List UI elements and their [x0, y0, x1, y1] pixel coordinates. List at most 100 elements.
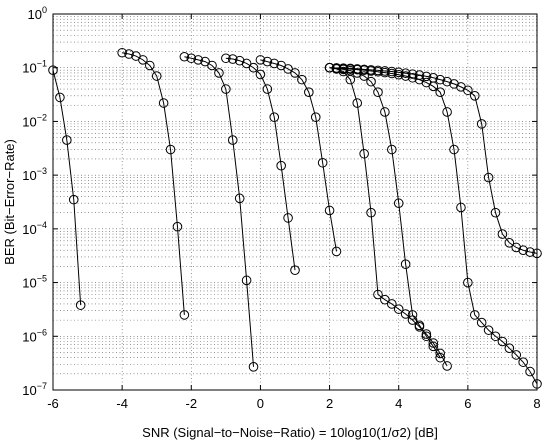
data-point	[463, 85, 473, 96]
data-point	[456, 202, 466, 213]
series-line	[122, 52, 185, 315]
data-point	[276, 160, 286, 171]
data-point	[428, 338, 439, 348]
data-point	[55, 92, 65, 103]
data-point	[442, 107, 452, 117]
data-point	[151, 71, 162, 81]
y-tick-label: 10−6	[22, 327, 47, 344]
data-point	[490, 331, 501, 342]
data-point	[290, 265, 300, 275]
data-point	[359, 71, 369, 81]
series-line	[52, 70, 82, 306]
data-point	[380, 107, 390, 117]
data-point	[407, 315, 418, 325]
x-tick-label: -2	[186, 396, 198, 411]
data-point	[449, 144, 459, 155]
x-tick-label: -4	[116, 396, 128, 411]
y-tick-label: 10−1	[22, 59, 47, 76]
x-tick-label: 4	[395, 396, 402, 411]
x-tick-label: -6	[47, 396, 59, 411]
data-point	[359, 148, 369, 159]
data-point	[366, 76, 376, 87]
series-line	[329, 67, 538, 254]
data-point	[269, 112, 280, 122]
x-tick-label: 0	[257, 396, 264, 411]
series-line	[260, 59, 337, 252]
data-point	[393, 198, 404, 209]
data-point	[435, 74, 446, 85]
data-point	[158, 98, 169, 108]
data-point	[476, 317, 487, 328]
data-point	[497, 336, 508, 347]
y-tick-label: 10−3	[22, 166, 47, 183]
data-point	[407, 69, 418, 79]
data-point	[186, 53, 197, 64]
data-point	[297, 74, 307, 85]
data-point	[48, 65, 58, 75]
data-point	[75, 300, 86, 310]
x-tick-label: 6	[464, 396, 471, 411]
data-point	[345, 63, 356, 74]
data-point	[117, 47, 127, 58]
data-point	[421, 329, 432, 339]
data-point	[442, 76, 452, 87]
data-point	[193, 55, 203, 65]
data-point	[421, 71, 432, 82]
data-point	[234, 55, 245, 66]
data-point	[317, 157, 328, 168]
data-point	[380, 294, 390, 305]
y-tick-label: 100	[28, 5, 47, 22]
data-point	[68, 194, 79, 205]
data-point	[428, 72, 439, 83]
data-point	[331, 63, 342, 73]
data-point	[234, 193, 245, 204]
data-point	[387, 144, 397, 155]
data-point	[221, 84, 231, 94]
data-point	[165, 144, 176, 155]
data-point	[310, 112, 321, 122]
data-point	[476, 119, 487, 129]
data-point	[483, 325, 494, 335]
series-line	[329, 67, 538, 385]
data-point	[525, 247, 535, 257]
data-point	[373, 87, 383, 98]
data-point	[511, 350, 522, 360]
data-point	[407, 310, 418, 320]
data-point	[497, 229, 508, 239]
data-point	[138, 55, 148, 65]
data-point	[366, 65, 376, 75]
data-point	[490, 207, 501, 218]
data-point	[248, 62, 259, 73]
data-point	[393, 304, 404, 314]
data-point	[179, 51, 190, 62]
data-point	[518, 245, 528, 256]
data-point	[207, 60, 217, 71]
data-point	[469, 310, 480, 320]
data-point	[442, 361, 452, 371]
y-tick-label: 10−2	[22, 112, 47, 129]
data-point	[387, 66, 397, 77]
data-point	[324, 62, 335, 73]
data-point	[248, 362, 259, 372]
data-point	[262, 84, 273, 94]
data-point	[373, 289, 383, 300]
data-point	[511, 242, 522, 253]
data-point	[124, 49, 134, 59]
data-point	[532, 379, 542, 389]
x-tick-label: 2	[326, 396, 333, 411]
data-point	[262, 56, 273, 67]
data-point	[428, 341, 439, 352]
data-point	[414, 320, 425, 331]
data-point	[421, 331, 432, 342]
data-point	[62, 135, 72, 145]
data-point	[352, 64, 363, 74]
x-tick-label: 8	[533, 396, 540, 411]
y-tick-label: 10−4	[22, 220, 47, 237]
data-point	[414, 70, 425, 80]
data-point	[400, 68, 411, 79]
data-point	[435, 352, 446, 363]
data-point	[269, 58, 280, 69]
data-point	[449, 79, 459, 89]
data-point	[241, 275, 252, 286]
